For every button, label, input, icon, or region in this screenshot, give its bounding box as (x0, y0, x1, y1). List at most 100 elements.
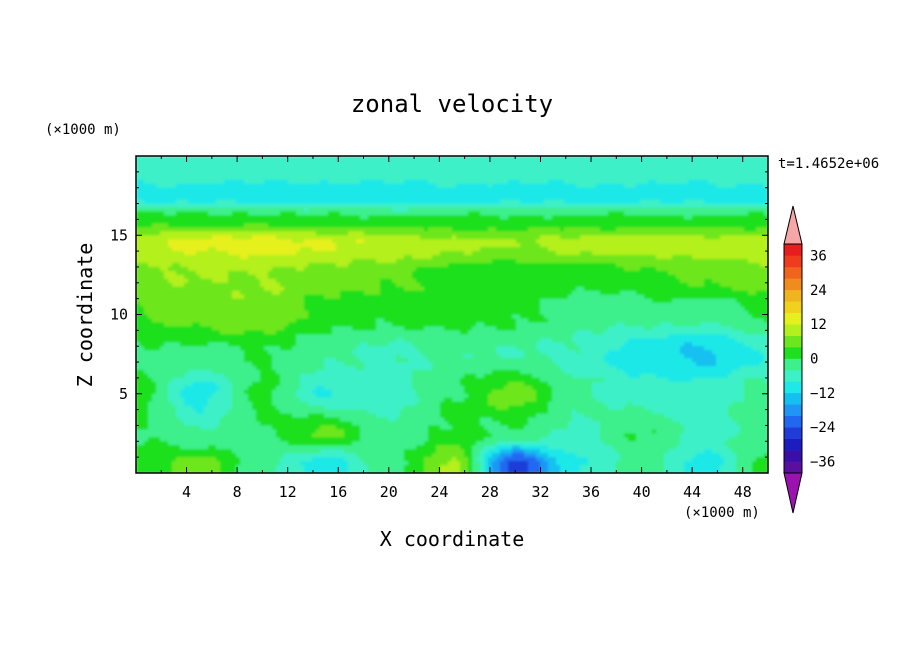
field-cell (688, 156, 693, 161)
field-cell (476, 207, 481, 213)
field-cell (396, 167, 401, 173)
field-cell (604, 266, 609, 272)
field-cell (588, 207, 593, 213)
field-cell (672, 203, 677, 209)
field-cell (280, 239, 285, 244)
field-cell (436, 255, 441, 260)
field-cell (296, 215, 301, 220)
field-cell (416, 171, 421, 177)
field-cell (272, 251, 277, 256)
field-cell (284, 227, 289, 232)
field-cell (228, 219, 233, 224)
field-cell (156, 156, 161, 161)
field-cell (184, 187, 189, 193)
field-cell (508, 251, 513, 256)
field-cell (644, 179, 649, 185)
field-cell (740, 274, 745, 280)
field-cell (244, 266, 249, 272)
field-cell (244, 187, 249, 193)
field-cell (476, 211, 481, 217)
field-cell (156, 262, 161, 268)
field-cell (332, 179, 337, 185)
field-cell (460, 183, 465, 189)
field-cell (396, 270, 401, 276)
field-cell (544, 235, 549, 240)
field-cell (476, 203, 481, 209)
field-cell (180, 171, 185, 177)
field-cell (184, 159, 189, 165)
field-cell (160, 235, 165, 240)
field-cell (760, 274, 765, 280)
field-cell (312, 255, 317, 260)
field-cell (664, 211, 669, 217)
field-cell (300, 215, 305, 220)
field-cell (200, 171, 205, 177)
field-cell (428, 243, 433, 248)
field-cell (684, 195, 689, 201)
field-cell (264, 163, 269, 169)
field-cell (144, 159, 149, 165)
field-cell (472, 239, 477, 244)
field-cell (468, 156, 473, 161)
field-cell (252, 227, 257, 232)
field-cell (376, 235, 381, 240)
field-cell (680, 259, 685, 264)
field-cell (308, 255, 313, 260)
field-cell (552, 179, 557, 185)
field-cell (728, 235, 733, 240)
field-cell (596, 247, 601, 252)
field-cell (164, 183, 169, 189)
field-cell (232, 219, 237, 224)
field-cell (452, 191, 457, 197)
field-cell (644, 227, 649, 232)
field-cell (344, 156, 349, 161)
field-cell (348, 167, 353, 173)
field-cell (744, 199, 749, 205)
field-cell (560, 211, 565, 217)
field-cell (704, 274, 709, 280)
field-cell (516, 163, 521, 169)
field-cell (576, 199, 581, 205)
field-cell (500, 163, 505, 169)
field-cell (680, 235, 685, 240)
field-cell (720, 195, 725, 201)
field-cell (484, 207, 489, 213)
field-cell (264, 175, 269, 181)
field-cell (372, 215, 377, 220)
field-cell (140, 175, 145, 181)
field-cell (708, 156, 713, 161)
field-cell (168, 183, 173, 189)
field-cell (148, 203, 153, 209)
field-cell (596, 171, 601, 177)
field-cell (560, 251, 565, 256)
field-cell (584, 195, 589, 201)
field-cell (280, 247, 285, 252)
field-cell (524, 274, 529, 280)
field-cell (676, 223, 681, 228)
field-cell (296, 191, 301, 197)
field-cell (468, 274, 473, 280)
field-cell (680, 156, 685, 161)
field-cell (436, 219, 441, 224)
field-cell (636, 207, 641, 213)
field-cell (560, 266, 565, 272)
field-cell (732, 270, 737, 276)
field-cell (136, 278, 141, 284)
field-cell (748, 163, 753, 169)
field-cell (320, 278, 325, 284)
field-cell (156, 231, 161, 236)
field-cell (288, 163, 293, 169)
field-cell (508, 199, 513, 205)
field-cell (204, 171, 209, 177)
field-cell (756, 215, 761, 220)
field-cell (232, 183, 237, 189)
field-cell (376, 175, 381, 181)
field-cell (576, 159, 581, 165)
field-cell (408, 199, 413, 205)
field-cell (392, 243, 397, 248)
field-cell (760, 207, 765, 213)
field-cell (196, 266, 201, 272)
field-cell (400, 203, 405, 209)
field-cell (196, 247, 201, 252)
field-cell (512, 187, 517, 193)
